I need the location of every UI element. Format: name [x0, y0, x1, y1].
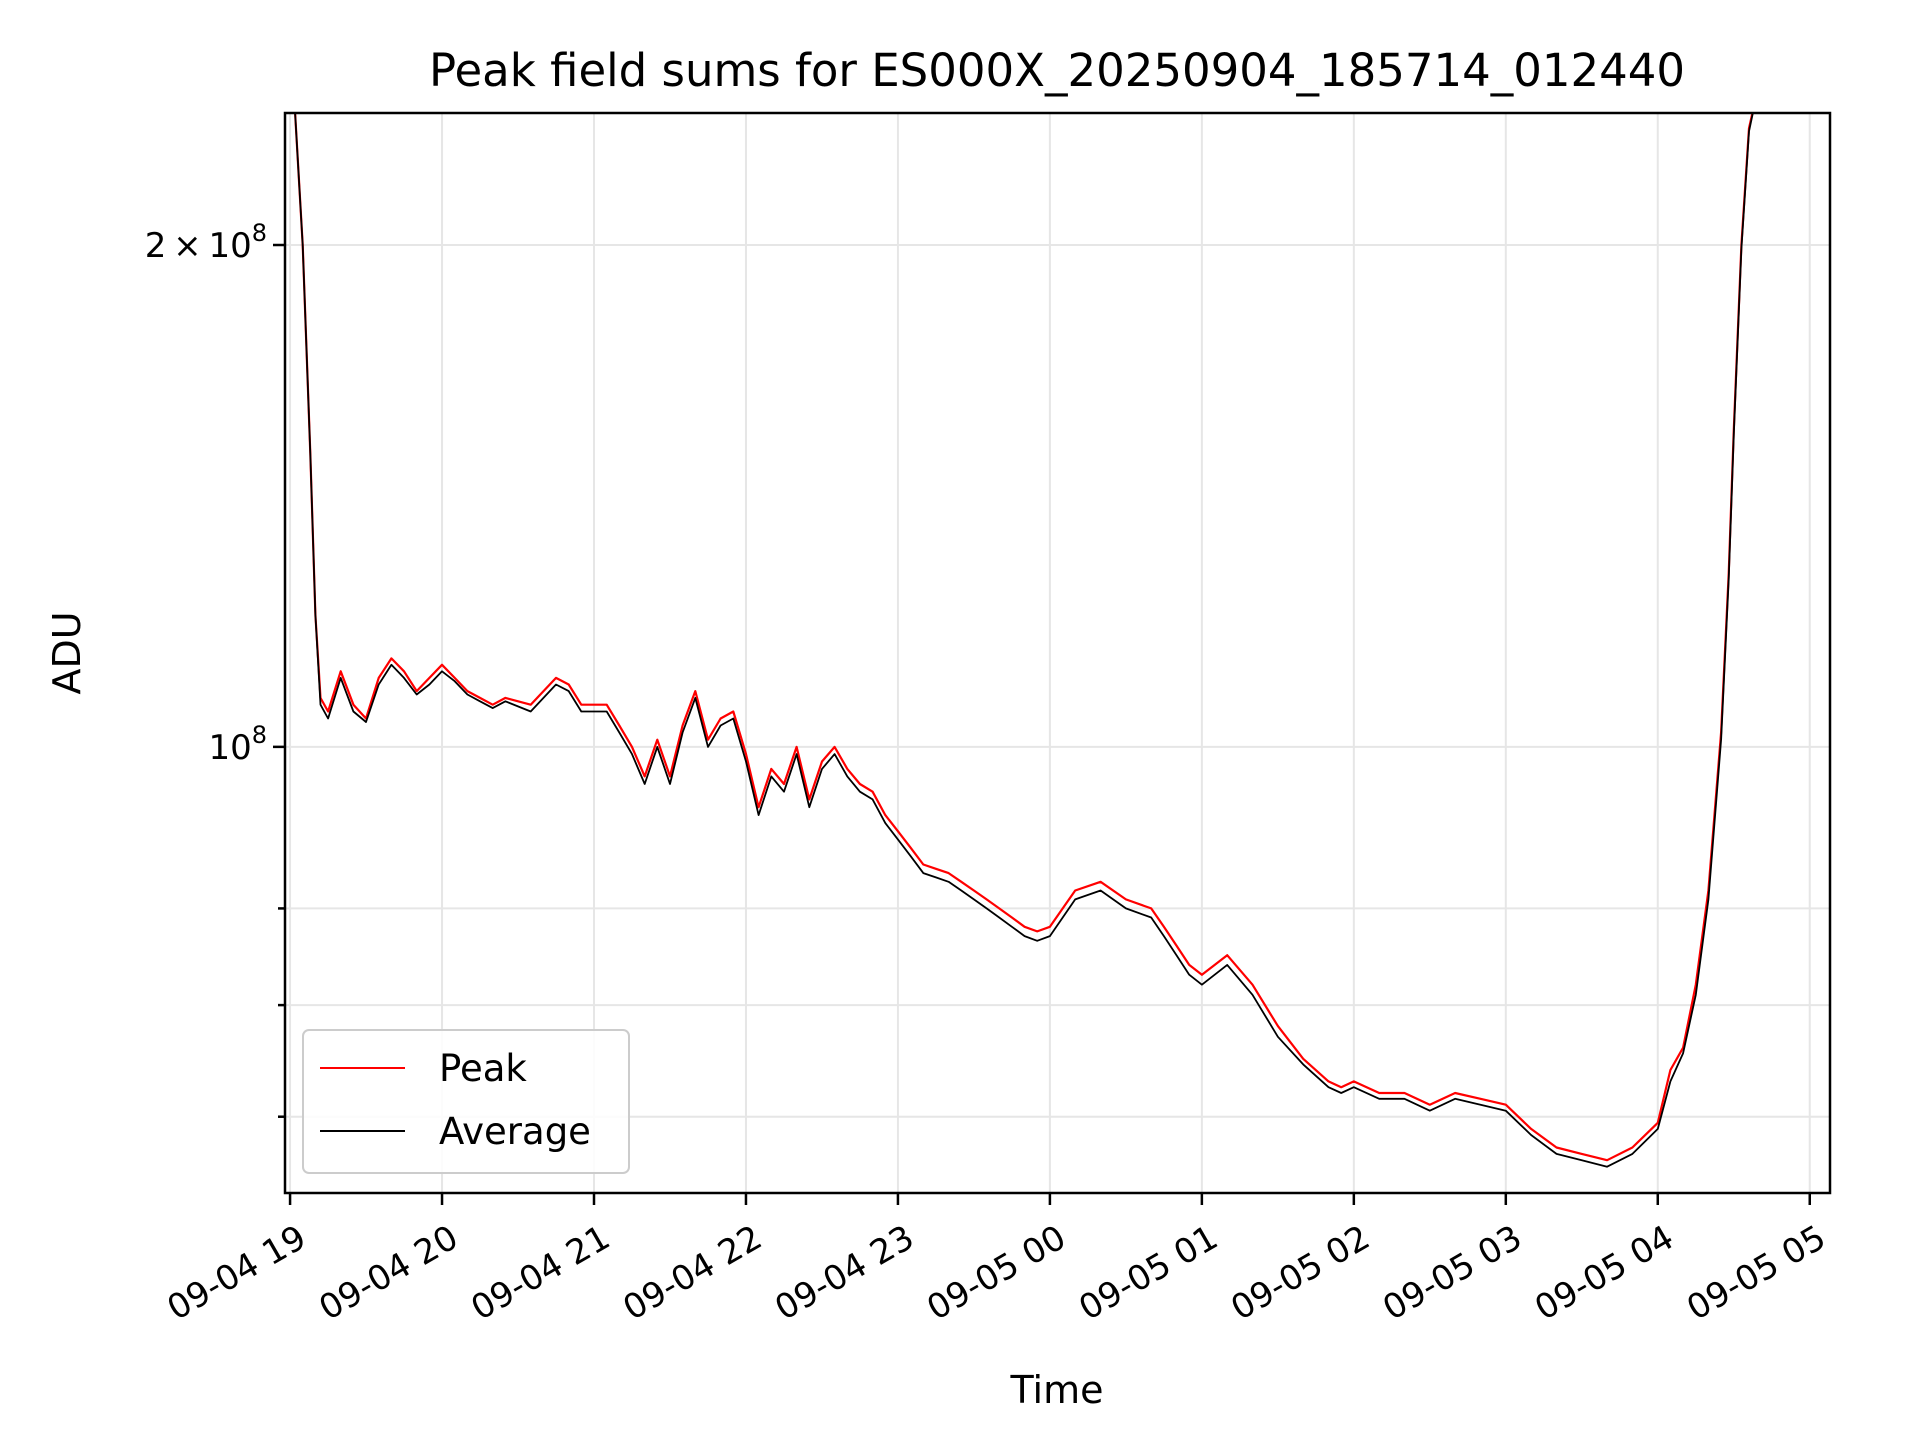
y-axis-label: ADU — [45, 611, 89, 694]
series-lines — [293, 113, 1754, 1168]
legend: Peak Average — [302, 1029, 630, 1174]
legend-label-average: Average — [439, 1110, 591, 1153]
chart-title: Peak field sums for ES000X_20250904_1857… — [429, 44, 1685, 97]
legend-label-peak: Peak — [439, 1047, 527, 1090]
x-axis-label: Time — [1010, 1368, 1104, 1412]
plot-frame — [283, 111, 1832, 1195]
y-tick-label: 108 — [208, 721, 267, 768]
legend-box — [302, 1029, 630, 1174]
series-line-peak — [293, 113, 1754, 1162]
plot-area — [293, 113, 1754, 1168]
grid-lines — [285, 113, 1830, 1193]
y-tick-label: 2 × 108 — [145, 219, 267, 266]
y-axis-ticks: 2 × 108 108 — [145, 219, 285, 1118]
series-line-average — [294, 113, 1754, 1168]
